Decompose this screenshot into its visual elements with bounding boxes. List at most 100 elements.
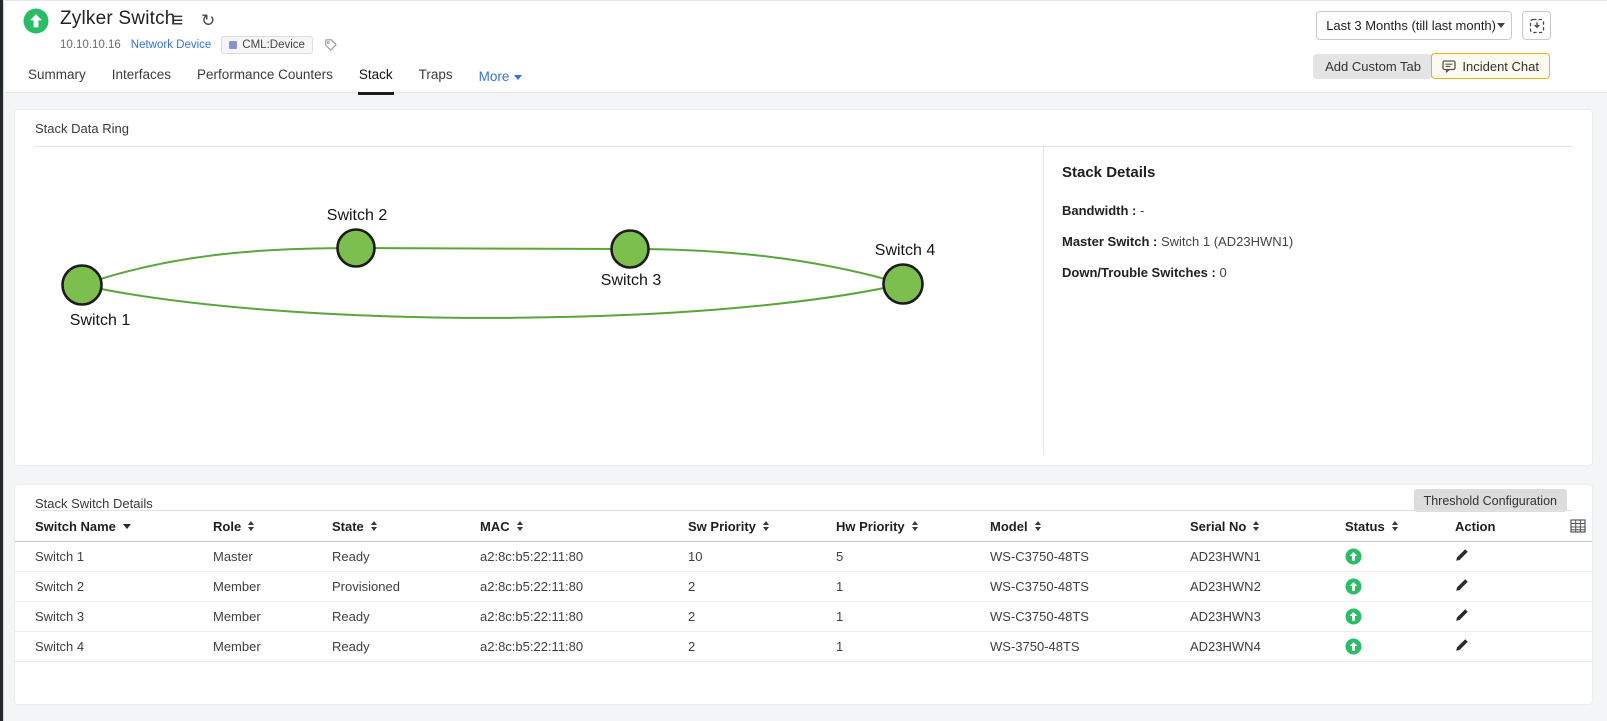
tab-interfaces[interactable]: Interfaces — [111, 67, 172, 82]
sort-icon — [248, 521, 255, 531]
stack-ring-diagram — [61, 228, 924, 319]
cell-role: Master — [213, 549, 253, 564]
edit-icon[interactable] — [1455, 638, 1469, 652]
incident-chat-button[interactable]: Incident Chat — [1431, 53, 1550, 79]
master-switch-value: Switch 1 (AD23HWN1) — [1160, 234, 1294, 249]
tag-color-swatch — [229, 41, 238, 49]
cell-switch-name: Switch 1 — [35, 549, 85, 564]
col-role-label: Role — [213, 518, 242, 534]
threshold-configuration-button[interactable]: Threshold Configuration — [1413, 489, 1567, 512]
cell-sw-priority: 10 — [688, 549, 703, 564]
column-chooser-icon[interactable] — [1570, 519, 1586, 533]
stack-switch-table: Switch Name Role State MAC Sw Priority — [15, 511, 1592, 662]
table-panel-title: Stack Switch Details — [35, 496, 153, 511]
switch4-node[interactable] — [882, 263, 924, 305]
switch2-node[interactable] — [336, 228, 376, 268]
device-tag-chip[interactable]: CML:Device — [221, 36, 313, 54]
bandwidth-label: Bandwidth : — [1062, 203, 1137, 218]
tag-chip-label: CML:Device — [242, 39, 305, 51]
cell-role: Member — [213, 639, 261, 654]
edit-icon[interactable] — [1455, 548, 1469, 562]
col-state-label: State — [332, 518, 364, 534]
cell-serial-no: AD23HWN1 — [1190, 549, 1261, 564]
cell-state: Ready — [332, 639, 370, 654]
bandwidth-row: Bandwidth : - — [1062, 203, 1562, 218]
cell-sw-priority: 2 — [688, 609, 696, 624]
sort-icon — [1391, 521, 1398, 531]
col-switch-name[interactable]: Switch Name — [35, 519, 213, 534]
cell-switch-name: Switch 4 — [35, 639, 85, 654]
cell-role: Member — [213, 579, 261, 594]
page-title: Zylker Switch — [60, 8, 176, 29]
vertical-divider — [1043, 146, 1044, 455]
col-hw-priority[interactable]: Hw Priority — [836, 519, 990, 534]
cell-sw-priority: 2 — [688, 579, 696, 594]
time-period-value: Last 3 Months (till last month) — [1326, 18, 1496, 33]
col-state[interactable]: State — [332, 519, 480, 534]
switch3-label: Switch 3 — [600, 272, 662, 289]
sort-icon — [370, 521, 377, 531]
device-type-link[interactable]: Network Device — [130, 39, 212, 51]
stack-details-panel: Stack Details Bandwidth : - Master Switc… — [1062, 164, 1562, 296]
col-sw-priority[interactable]: Sw Priority — [688, 519, 836, 534]
status-up-icon — [1345, 608, 1362, 625]
sort-icon — [516, 521, 523, 531]
down-trouble-label: Down/Trouble Switches : — [1062, 265, 1216, 280]
col-status[interactable]: Status — [1345, 519, 1455, 534]
sorted-desc-icon — [122, 524, 131, 529]
table-row[interactable]: Switch 3 Member Ready a2:8c:b5:22:11:80 … — [15, 602, 1592, 632]
refresh-icon[interactable]: ↻ — [201, 11, 216, 30]
incident-chat-label: Incident Chat — [1462, 58, 1539, 74]
cell-model: WS-C3750-48TS — [990, 609, 1089, 624]
down-trouble-row: Down/Trouble Switches : 0 — [1062, 265, 1562, 280]
device-status-up-icon — [23, 8, 49, 34]
cell-state: Ready — [332, 609, 370, 624]
cell-model: WS-3750-48TS — [990, 639, 1080, 654]
tab-more[interactable]: More — [478, 61, 524, 95]
edit-icon[interactable] — [1455, 578, 1469, 592]
cell-serial-no: AD23HWN3 — [1190, 609, 1261, 624]
cell-mac: a2:8c:b5:22:11:80 — [480, 579, 584, 594]
popout-button[interactable] — [1522, 11, 1551, 40]
tab-more-label: More — [478, 68, 510, 84]
tab-traps[interactable]: Traps — [418, 67, 453, 82]
add-custom-tab-button[interactable]: Add Custom Tab — [1313, 54, 1433, 79]
col-role[interactable]: Role — [213, 519, 332, 534]
col-action-label: Action — [1455, 518, 1496, 534]
cell-serial-no: AD23HWN2 — [1190, 579, 1261, 594]
tab-stack[interactable]: Stack — [357, 61, 394, 95]
cell-sw-priority: 2 — [688, 639, 696, 654]
col-status-label: Status — [1345, 518, 1385, 534]
table-row[interactable]: Switch 2 Member Provisioned a2:8c:b5:22:… — [15, 572, 1592, 602]
table-row[interactable]: Switch 1 Master Ready a2:8c:b5:22:11:80 … — [15, 542, 1592, 572]
switch2-label: Switch 2 — [326, 207, 388, 224]
menu-icon[interactable]: ≡ — [171, 9, 184, 32]
cell-state: Ready — [332, 549, 370, 564]
device-tabs: Summary Interfaces Performance Counters … — [27, 61, 523, 95]
time-period-select[interactable]: Last 3 Months (till last month) — [1316, 11, 1512, 40]
switch1-node[interactable] — [61, 264, 103, 306]
divider — [35, 510, 1572, 511]
cell-mac: a2:8c:b5:22:11:80 — [480, 639, 584, 654]
table-header-row: Switch Name Role State MAC Sw Priority — [15, 511, 1592, 542]
cell-model: WS-C3750-48TS — [990, 579, 1089, 594]
col-mac[interactable]: MAC — [480, 519, 688, 534]
switch3-node[interactable] — [610, 229, 650, 269]
sort-icon — [911, 521, 918, 531]
switch4-label: Switch 4 — [874, 242, 936, 259]
cell-hw-priority: 1 — [836, 609, 844, 624]
stack-data-ring-panel: Stack Data Ring Switch 1 Switch 2 Switch… — [15, 110, 1592, 465]
tab-summary[interactable]: Summary — [28, 67, 86, 82]
tab-performance-counters[interactable]: Performance Counters — [197, 67, 333, 82]
table-row[interactable]: Switch 4 Member Ready a2:8c:b5:22:11:80 … — [15, 632, 1592, 662]
col-model[interactable]: Model — [990, 519, 1190, 534]
sort-icon — [1253, 521, 1260, 531]
chevron-down-icon — [514, 74, 523, 80]
edit-icon[interactable] — [1455, 608, 1469, 622]
tag-icon[interactable] — [323, 38, 338, 53]
col-serial-no[interactable]: Serial No — [1190, 519, 1345, 534]
cell-switch-name: Switch 3 — [35, 609, 85, 624]
cell-state: Provisioned — [332, 579, 400, 594]
col-action: Action — [1455, 519, 1570, 534]
